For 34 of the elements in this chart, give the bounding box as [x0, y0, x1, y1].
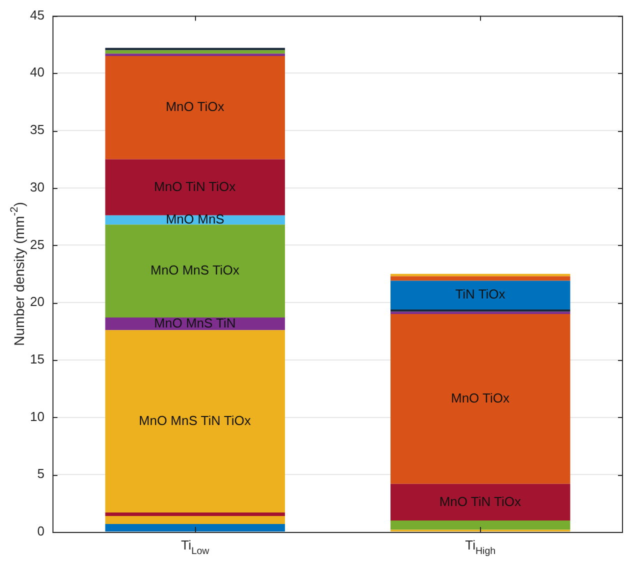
series-label: TiN TiOx: [455, 286, 506, 302]
bar: [105, 159, 285, 216]
bar: [105, 224, 285, 318]
bar: [105, 524, 285, 532]
bar: [390, 280, 570, 310]
y-tick-label: 10: [30, 408, 44, 424]
y-tick-label: 45: [30, 7, 44, 22]
series-label: MnO MnS TiN: [154, 315, 236, 330]
series-label: MnO MnS: [166, 212, 225, 227]
bar: [105, 516, 285, 524]
y-tick-label: 20: [30, 294, 44, 310]
series-label: MnO MnS TiOx: [150, 262, 240, 278]
bar: [390, 309, 570, 312]
y-axis-title: Number density (mm-2): [8, 202, 27, 346]
text: MnO TiOx: [450, 390, 510, 406]
bar: [105, 330, 285, 512]
bar: [390, 314, 570, 484]
series-label: MnO TiOx: [166, 99, 225, 114]
bar: [105, 50, 285, 54]
y-tick-label: 15: [30, 352, 44, 367]
y-tick-label: 40: [30, 64, 44, 80]
y-tick-label: 25: [30, 236, 44, 252]
y-tick-label: 35: [30, 122, 44, 138]
bar: [390, 484, 570, 521]
y-tick-label: 5: [37, 466, 44, 482]
series-label: MnO MnS TiN TiOx: [138, 412, 252, 428]
text: MnO TiN TiOx: [154, 178, 236, 194]
bar: [390, 520, 570, 530]
y-tick-label: 30: [30, 179, 44, 194]
series-label: MnO TiN TiOx: [439, 494, 522, 509]
bar: [105, 512, 285, 516]
bar: [390, 276, 570, 281]
y-tick-label: 0: [37, 524, 44, 539]
bar: [105, 56, 285, 160]
